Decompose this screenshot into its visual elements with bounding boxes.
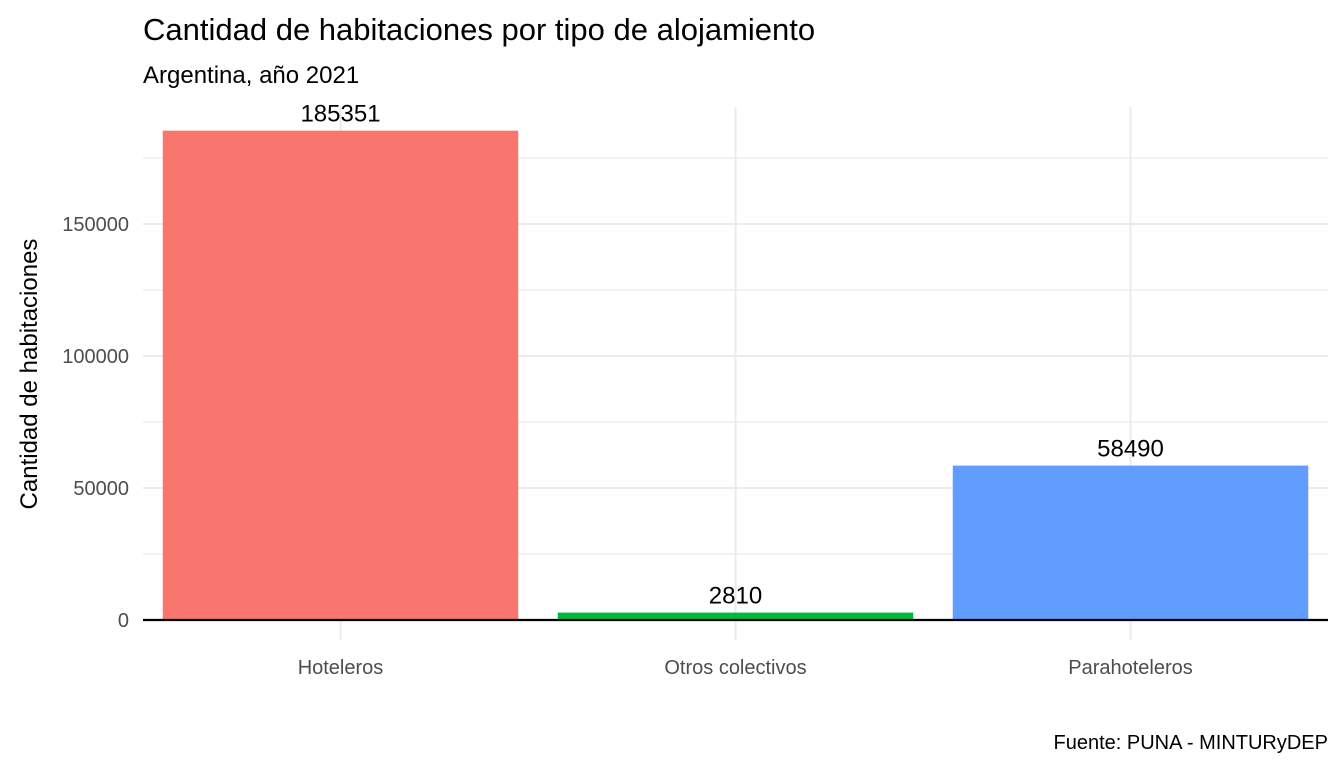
chart-subtitle: Argentina, año 2021: [143, 62, 359, 89]
bar: [163, 131, 519, 620]
y-tick-label: 0: [118, 610, 129, 632]
bar: [558, 613, 914, 620]
x-axis-ticks: Hoteleros Otros colectivos Parahoteleros: [298, 657, 1193, 679]
data-label: 185351: [300, 101, 380, 128]
y-tick-label: 150000: [62, 214, 129, 236]
data-label: 58490: [1097, 436, 1164, 463]
x-tick-label: Otros colectivos: [664, 657, 806, 679]
x-tick-label: Hoteleros: [298, 657, 384, 679]
y-tick-label: 100000: [62, 346, 129, 368]
y-axis-ticks: 0 50000 100000 150000: [62, 214, 129, 632]
chart-caption: Fuente: PUNA - MINTURyDEP: [1053, 732, 1328, 754]
chart-title: Cantidad de habitaciones por tipo de alo…: [143, 12, 815, 47]
y-tick-label: 50000: [73, 478, 129, 500]
x-tick-label: Parahoteleros: [1068, 657, 1193, 679]
bar: [953, 466, 1309, 620]
y-axis-label: Cantidad de habitaciones: [16, 239, 43, 510]
data-label: 2810: [709, 583, 762, 610]
